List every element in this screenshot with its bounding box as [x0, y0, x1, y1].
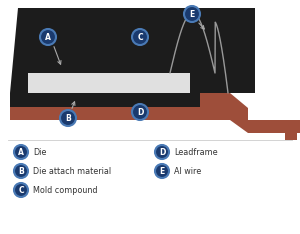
Text: D: D [159, 148, 165, 157]
Text: A: A [45, 33, 51, 42]
Text: C: C [137, 33, 143, 42]
Text: A: A [18, 148, 24, 157]
Text: D: D [137, 108, 143, 117]
Bar [28, 73, 190, 93]
Polygon shape [10, 93, 200, 120]
Circle shape [132, 29, 148, 45]
Polygon shape [10, 8, 255, 107]
Circle shape [14, 164, 28, 178]
Text: Die attach material: Die attach material [33, 167, 111, 176]
Text: Al wire: Al wire [174, 167, 201, 176]
Text: E: E [159, 167, 165, 176]
Circle shape [14, 183, 28, 197]
Circle shape [155, 145, 169, 159]
Polygon shape [248, 120, 300, 133]
Circle shape [155, 164, 169, 178]
Circle shape [40, 29, 56, 45]
Text: Mold compound: Mold compound [33, 186, 98, 195]
Polygon shape [285, 120, 297, 140]
Text: Die: Die [33, 148, 46, 157]
Text: E: E [189, 10, 195, 19]
Circle shape [14, 145, 28, 159]
Text: B: B [18, 167, 24, 176]
Polygon shape [200, 93, 285, 133]
Circle shape [60, 110, 76, 126]
Text: B: B [65, 114, 71, 123]
Circle shape [132, 104, 148, 120]
Text: Leadframe: Leadframe [174, 148, 218, 157]
Text: C: C [18, 186, 24, 195]
Circle shape [184, 6, 200, 22]
